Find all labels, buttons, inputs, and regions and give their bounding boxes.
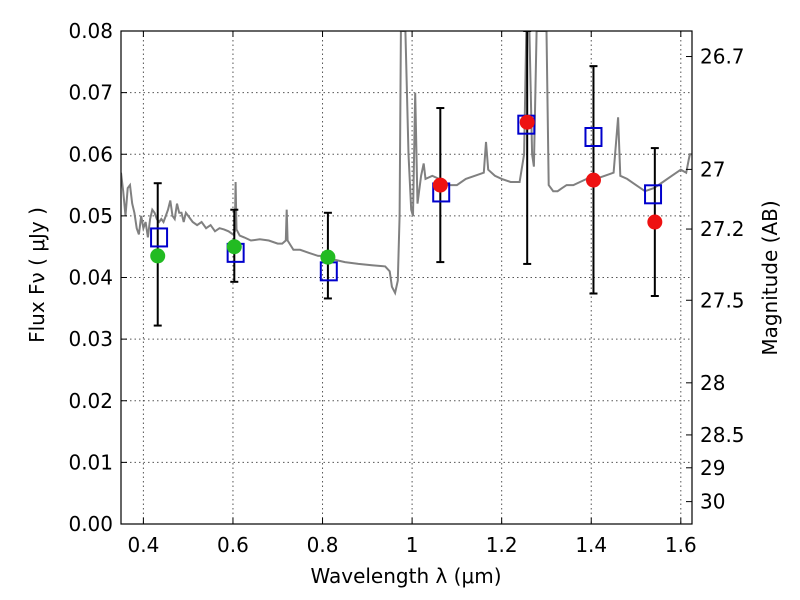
nir-points [432, 114, 663, 230]
model-square [584, 126, 603, 147]
y-axis-title: Flux Fν ( μJy ) [25, 207, 49, 343]
x-tick-label: 1 [406, 533, 419, 557]
right-tick-label: 27.2 [700, 217, 745, 241]
nir-point [519, 114, 535, 130]
y-tick-label: 0.01 [68, 450, 113, 474]
model-squares [150, 114, 663, 282]
right-tick-label: 28 [700, 371, 725, 395]
y-tick-label: 0.00 [68, 512, 113, 536]
optical-points [150, 239, 336, 265]
right-tick-label: 27 [700, 157, 725, 181]
x-tick-label: 0.6 [217, 533, 249, 557]
optical-point [320, 249, 336, 265]
optical-point [150, 248, 166, 264]
y-tick-label: 0.04 [68, 266, 113, 290]
optical-point [226, 239, 242, 255]
right-tick-label: 27.5 [700, 288, 745, 312]
y-tick-label: 0.03 [68, 327, 113, 351]
nir-point [432, 177, 448, 193]
x-tick-label: 1.4 [575, 533, 607, 557]
x-tick-label: 1.6 [665, 533, 697, 557]
nir-point [585, 172, 601, 188]
tick-labels: 0.4 0.6 0.8 1 1.2 1.4 1.6 0.00 0.01 0.02 0.03 0.04 0… [68, 19, 744, 557]
x-tick-label: 1.2 [486, 533, 518, 557]
model-square [644, 184, 663, 205]
right-tick-label: 28.5 [700, 423, 745, 447]
y-tick-label: 0.05 [68, 204, 113, 228]
y-tick-label: 0.06 [68, 142, 113, 166]
nir-point [647, 214, 663, 230]
y-tick-label: 0.02 [68, 389, 113, 413]
y-tick-label: 0.07 [68, 81, 113, 105]
axis-ticks [121, 30, 692, 525]
right-tick-label: 30 [700, 490, 725, 514]
x-tick-label: 0.8 [307, 533, 339, 557]
right-axis-title: Magnitude (AB) [758, 200, 782, 355]
right-tick-label: 29 [700, 456, 725, 480]
x-tick-label: 0.4 [127, 533, 159, 557]
x-axis-title: Wavelength λ (μm) [310, 564, 501, 588]
right-tick-label: 26.7 [700, 45, 745, 69]
plot-area [121, 31, 692, 327]
grid-lines [121, 31, 692, 524]
y-tick-label: 0.08 [68, 19, 113, 43]
template-spectrum-line [121, 31, 692, 296]
model-square [150, 227, 169, 248]
